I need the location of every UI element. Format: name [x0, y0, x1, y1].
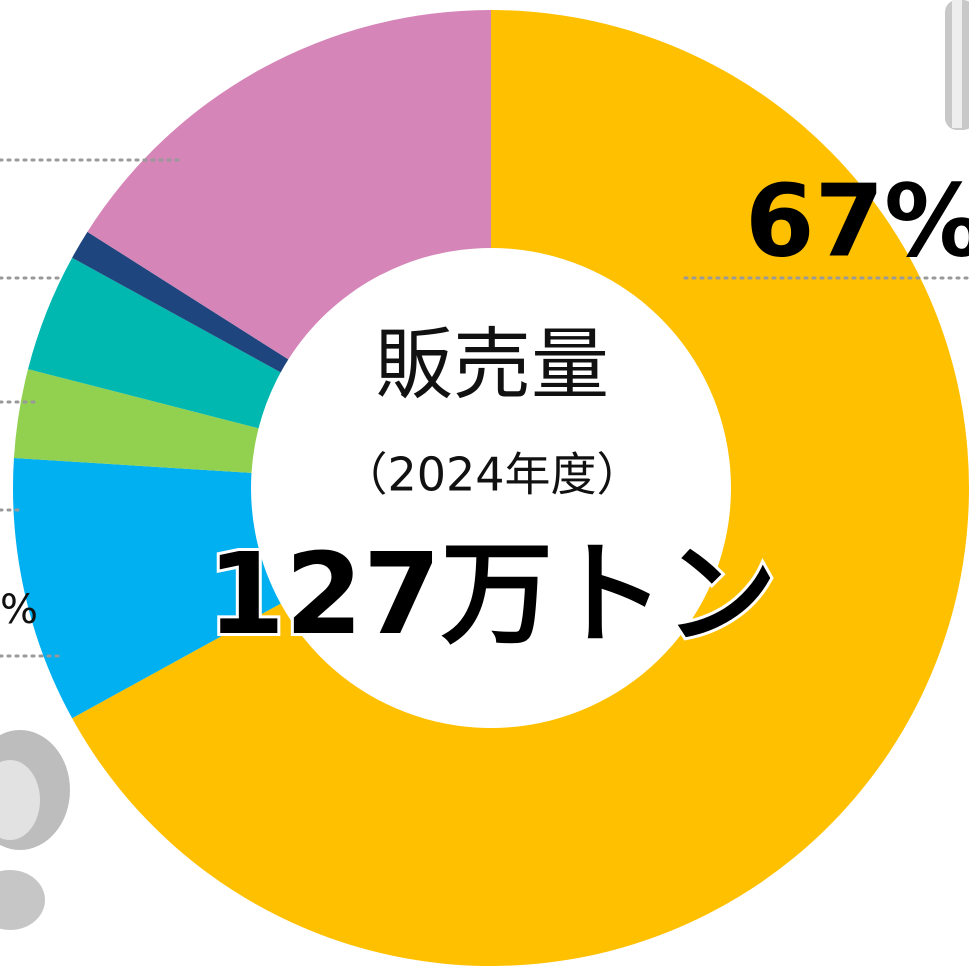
center-title: 販売量	[375, 320, 609, 410]
donut-slice	[87, 10, 491, 360]
donut-slice	[72, 10, 969, 966]
donut	[13, 10, 969, 966]
center-subtitle: （2024年度）	[341, 448, 642, 502]
can-icon	[945, 0, 969, 130]
center-total: 127万トン	[207, 530, 777, 660]
donut-slice	[13, 369, 259, 473]
value-label: 67%	[745, 162, 969, 279]
robot-icon	[0, 730, 70, 930]
annotation: %	[0, 587, 38, 633]
donut-slice	[72, 231, 289, 373]
donut-slice	[28, 257, 281, 429]
donut-slice	[13, 457, 281, 719]
